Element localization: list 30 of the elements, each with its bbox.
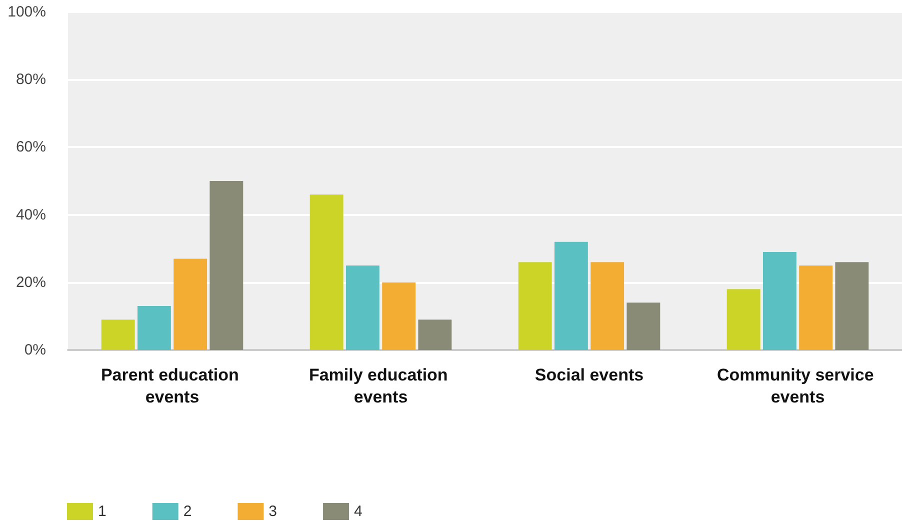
bar: [518, 262, 552, 350]
bar: [382, 282, 416, 350]
bar: [835, 262, 869, 350]
bar: [310, 194, 344, 350]
x-tick-label: Community service events: [716, 366, 879, 406]
bar: [799, 266, 833, 350]
bar: [626, 302, 660, 350]
y-tick-label: 0%: [24, 342, 46, 358]
x-tick-label: Parent education events: [100, 366, 244, 406]
y-tick-label: 100%: [8, 4, 46, 20]
bar: [174, 258, 208, 350]
legend-label: 4: [354, 503, 362, 520]
y-tick-label: 40%: [16, 206, 46, 224]
bar: [346, 266, 380, 350]
legend-label: 1: [98, 503, 106, 520]
x-tick-label: Social events: [534, 366, 644, 384]
bar: [726, 289, 760, 350]
bar: [418, 320, 452, 350]
bar: [762, 252, 796, 350]
bar: [554, 242, 588, 350]
y-tick-label: 80%: [16, 71, 46, 88]
bar: [101, 320, 135, 350]
y-tick-label: 20%: [16, 274, 46, 291]
bar: [590, 262, 624, 350]
x-tick-label: Family education events: [308, 366, 453, 406]
legend-label: 2: [183, 503, 192, 520]
bar: [137, 306, 171, 350]
legend-label: 3: [268, 503, 278, 520]
y-tick-label: 60%: [16, 138, 46, 156]
bar: [210, 181, 244, 350]
